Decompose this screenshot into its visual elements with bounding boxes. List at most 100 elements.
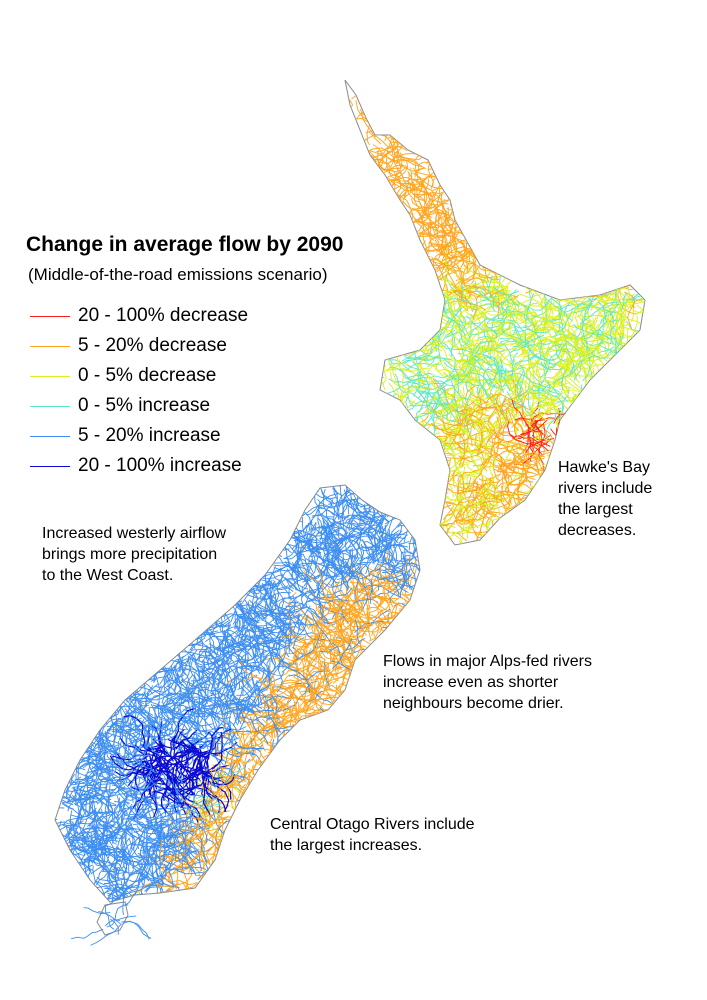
river-segment <box>100 732 126 738</box>
river-segment <box>146 831 191 840</box>
river-segment <box>560 326 589 340</box>
river-segment <box>609 301 641 324</box>
river-segment <box>67 830 98 839</box>
river-segment <box>130 678 156 681</box>
river-segment <box>345 104 354 127</box>
river-segment <box>239 715 253 736</box>
river-segment <box>123 715 146 747</box>
river-segment <box>422 345 448 352</box>
river-segment <box>450 339 481 349</box>
river-segment <box>411 514 420 557</box>
river-segment <box>236 667 265 696</box>
river-segment <box>317 505 320 532</box>
river-segment <box>516 370 524 391</box>
river-segment <box>261 596 277 611</box>
river-segment <box>413 167 446 190</box>
river-segment <box>521 360 540 399</box>
river-segment <box>507 462 537 470</box>
river-segment <box>521 430 556 447</box>
river-segment <box>91 760 114 781</box>
river-segment <box>355 88 386 99</box>
river-segment <box>495 294 516 300</box>
river-segment <box>322 559 349 590</box>
river-segment <box>386 362 412 370</box>
river-segment <box>105 905 115 930</box>
river-segment <box>507 309 537 333</box>
river-segment <box>365 598 371 631</box>
river-segment <box>490 400 502 430</box>
river-segment <box>405 382 410 408</box>
river-segment <box>135 774 152 796</box>
river-segment <box>620 314 625 336</box>
river-segment <box>275 641 284 669</box>
river-segment <box>159 702 169 735</box>
river-segment <box>480 511 496 537</box>
river-segment <box>90 923 122 946</box>
river-segment <box>614 307 623 326</box>
river-segment <box>68 846 87 851</box>
river-segment <box>456 484 471 502</box>
river-segment <box>119 704 150 741</box>
river-segment <box>112 778 127 793</box>
river-segment <box>433 532 456 545</box>
river-segment <box>472 286 484 321</box>
river-segment <box>167 681 182 687</box>
river-segment <box>553 390 563 403</box>
river-segment <box>226 770 240 789</box>
river-segment <box>439 259 453 274</box>
river-segment <box>170 853 186 858</box>
river-segment <box>231 604 240 632</box>
river-segment <box>489 288 505 297</box>
river-segment <box>340 681 346 713</box>
river-segment <box>493 286 520 308</box>
river-segment <box>367 616 381 630</box>
river-segment <box>217 652 250 666</box>
river-segment <box>264 726 279 732</box>
river-segment <box>377 149 384 170</box>
river-segment <box>622 298 645 301</box>
river-segment <box>207 604 241 631</box>
river-segment <box>621 293 627 311</box>
river-segment <box>622 283 631 307</box>
river-segment <box>107 868 145 897</box>
river-segment <box>192 653 221 675</box>
legend-swatch <box>30 375 70 377</box>
river-segment <box>261 762 294 774</box>
river-segment <box>106 804 114 842</box>
river-segment <box>426 323 449 355</box>
river-segment <box>350 515 377 534</box>
river-segment <box>191 704 219 731</box>
river-segment <box>532 368 548 373</box>
river-segment <box>161 882 189 902</box>
river-segment <box>552 365 574 384</box>
river-segment <box>579 363 588 386</box>
river-segment <box>504 491 531 497</box>
river-segment <box>203 871 231 877</box>
river-segment <box>345 599 358 611</box>
river-segment <box>97 722 117 743</box>
river-segment <box>317 518 332 547</box>
river-segment <box>436 402 473 426</box>
river-segment <box>499 351 514 368</box>
river-segment <box>582 342 591 381</box>
river-segment <box>456 458 466 491</box>
river-segment <box>317 566 330 604</box>
river-segment <box>243 755 256 763</box>
river-segment <box>525 283 534 315</box>
river-segment <box>486 492 501 532</box>
river-segment <box>212 824 222 845</box>
river-segment <box>454 374 490 381</box>
river-segment <box>532 395 558 412</box>
river-segment <box>210 689 223 696</box>
river-segment <box>410 561 420 580</box>
river-segment <box>212 815 229 854</box>
river-segment <box>465 406 484 451</box>
river-segment <box>301 692 313 713</box>
river-segment <box>160 841 179 849</box>
river-segment <box>595 293 618 306</box>
river-segment <box>321 574 334 580</box>
river-segment <box>449 307 463 324</box>
river-segment <box>220 573 259 586</box>
river-segment <box>276 669 290 677</box>
river-segment <box>399 189 434 199</box>
